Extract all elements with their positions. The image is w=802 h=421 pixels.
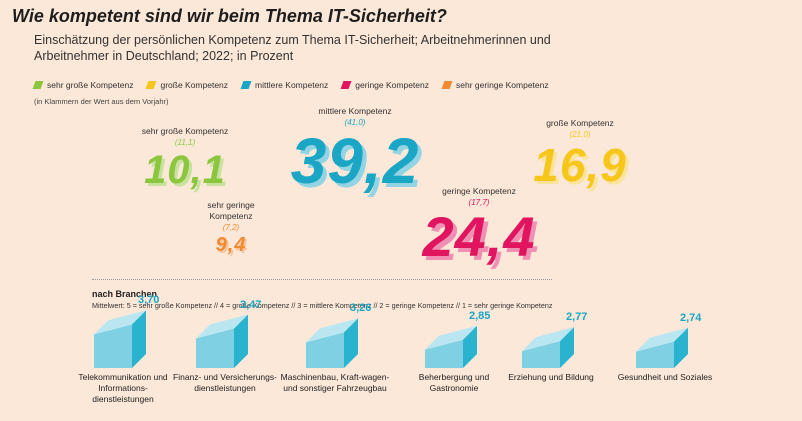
branch-value: 2,85 (469, 309, 491, 322)
branch-block-side (132, 310, 146, 368)
branch-value: 2,77 (566, 311, 588, 324)
branch-block (94, 310, 146, 368)
kpi-sehr-grosse: sehr große Kompetenz (11,1) 10,1 (130, 126, 240, 192)
branch-block-top (425, 325, 477, 350)
branch-block-front (522, 341, 560, 368)
legend-item: geringe Kompetenz (340, 80, 429, 90)
branch-block (636, 327, 688, 368)
kpi-label: mittlere Kompetenz (318, 106, 392, 116)
kpi-mittlere: mittlere Kompetenz (41,0) 39,2 (280, 106, 430, 194)
branch-block-side (463, 325, 477, 368)
branch-block-top (94, 310, 146, 335)
branch-block-front (636, 341, 674, 368)
scale-note: Mittelwert: 5 = sehr große Kompetenz // … (92, 301, 553, 310)
kpi-sehr-geringe: sehr geringe Kompetenz (7,2) 9,4 (196, 200, 266, 257)
branch-block-top (196, 314, 248, 339)
legend: sehr große Kompetenz große Kompetenz mit… (32, 80, 549, 90)
branch-block-front (196, 328, 234, 368)
kpi-value: 24,4 (422, 205, 536, 268)
legend-label: sehr geringe Kompetenz (456, 80, 549, 90)
chart-title: Wie kompetent sind wir beim Thema IT-Sic… (12, 6, 447, 26)
branch-block (425, 325, 477, 368)
branch-block-top (306, 318, 358, 343)
legend-item: große Kompetenz (146, 80, 229, 90)
kpi-grosse: große Kompetenz (21,0) 16,9 (520, 118, 640, 190)
branch-block-side (674, 327, 688, 368)
branch-label: Maschinenbau, Kraft-wagen- und sonstiger… (280, 372, 390, 393)
branch-label: Beherbergung und Gastronomie (418, 372, 490, 393)
branch-block-front (306, 332, 344, 368)
branch-block-top (636, 327, 688, 352)
kpi-previous: (17,7) (468, 198, 490, 207)
branch-label: Gesundheit und Soziales (617, 372, 713, 382)
branch-block (306, 318, 358, 368)
chart-subtitle: Einschätzung der persönlichen Kompetenz … (34, 33, 551, 63)
branch-label: Erziehung und Bildung (508, 372, 594, 382)
legend-label: sehr große Kompetenz (47, 80, 134, 90)
legend-swatch (32, 81, 44, 89)
kpi-geringe: geringe Kompetenz (17,7) 24,4 (404, 186, 554, 266)
branch-block-front (425, 339, 463, 368)
kpi-previous: (21,0) (569, 130, 591, 139)
legend-swatch (240, 81, 252, 89)
branch-block (196, 314, 248, 368)
legend-item: mittlere Kompetenz (240, 80, 329, 90)
kpi-previous: (41,0) (344, 118, 366, 127)
branch-value: 2,74 (680, 311, 702, 324)
legend-swatch (340, 81, 352, 89)
kpi-label: große Kompetenz (546, 118, 614, 128)
branch-value: 3,47 (240, 298, 262, 311)
kpi-label: sehr große Kompetenz (141, 126, 229, 136)
legend-label: große Kompetenz (160, 80, 229, 90)
branch-value: 3,26 (350, 302, 372, 315)
branch-block-front (94, 324, 132, 368)
branch-block-side (344, 318, 358, 368)
branch-label: Telekommunikation und Informations-diens… (78, 372, 168, 404)
branch-block-side (560, 327, 574, 368)
legend-label: mittlere Kompetenz (255, 80, 329, 90)
section-divider (92, 279, 552, 280)
branch-block (522, 327, 574, 368)
legend-swatch (441, 81, 453, 89)
section-title: nach Branchen (92, 289, 158, 299)
previous-year-note: (in Klammern der Wert aus dem Vorjahr) (34, 97, 169, 106)
kpi-label: sehr geringe Kompetenz (207, 200, 255, 221)
kpi-label: geringe Kompetenz (442, 186, 516, 196)
kpi-previous: (11,1) (174, 138, 196, 147)
kpi-previous: (7,2) (222, 223, 240, 232)
kpi-value: 10,1 (144, 148, 226, 192)
branch-value: 3,70 (138, 294, 160, 307)
legend-label: geringe Kompetenz (355, 80, 429, 90)
legend-swatch (146, 81, 157, 89)
branch-block-top (522, 327, 574, 352)
branch-label: Finanz- und Versicherungs-dienstleistung… (173, 372, 277, 393)
kpi-value: 9,4 (215, 234, 247, 256)
legend-item: sehr geringe Kompetenz (441, 80, 549, 90)
kpi-value: 16,9 (533, 139, 627, 191)
legend-item: sehr große Kompetenz (32, 80, 134, 90)
kpi-value: 39,2 (290, 125, 420, 197)
branch-block-side (234, 314, 248, 368)
